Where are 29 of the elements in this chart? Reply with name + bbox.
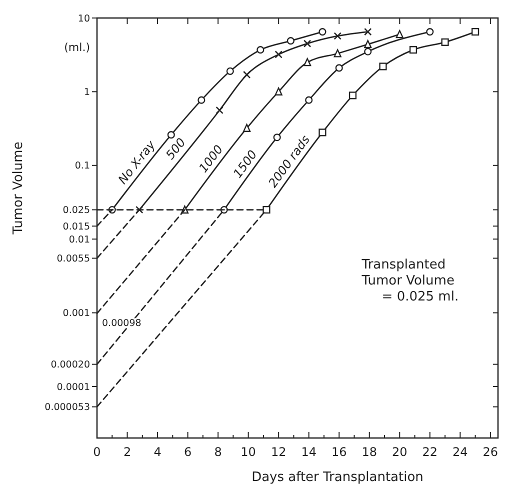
x-tick-label: 14	[301, 445, 316, 459]
x-tick-label: 2	[123, 445, 132, 459]
y-tick-label: 0.1	[74, 160, 90, 172]
x-tick-label: 26	[482, 445, 498, 459]
y-tick-label: 0.015	[62, 221, 90, 232]
x-tick-label: 18	[362, 445, 378, 459]
y-tick-label: 0.0055	[56, 254, 90, 265]
y-axis-title: Tumor Volume	[11, 142, 26, 236]
x-tick-label: 22	[422, 445, 438, 459]
x-tick-label: 0	[93, 445, 101, 459]
x-tick-label: 10	[240, 445, 256, 459]
y-tick-label: 1	[84, 87, 90, 98]
x-tick-label: 24	[452, 445, 468, 459]
x-tick-label: 16	[331, 445, 347, 459]
text: (ml.)	[64, 40, 90, 54]
x-tick-label: 20	[392, 445, 408, 459]
y-tick-label: 0.001	[62, 308, 90, 320]
x-tick-label: 8	[214, 445, 222, 459]
x-axis-title: Days after Transplantation	[252, 470, 424, 485]
y-tick-label: 0.025	[62, 205, 90, 216]
x-tick-label: 12	[270, 445, 286, 459]
x-tick-label: 6	[184, 445, 192, 459]
y-tick-label: 0.00020	[50, 360, 90, 371]
y-tick-label: 0.01	[68, 234, 90, 246]
x-tick-label: 4	[154, 445, 162, 459]
y-tick-label: 10	[78, 13, 90, 24]
y-tick-label: 0.000053	[44, 402, 90, 414]
annotation: Transplanted Tumor Volume = 0.025 ml.	[360, 257, 459, 304]
y-tick-label: 0.0001	[56, 382, 90, 393]
